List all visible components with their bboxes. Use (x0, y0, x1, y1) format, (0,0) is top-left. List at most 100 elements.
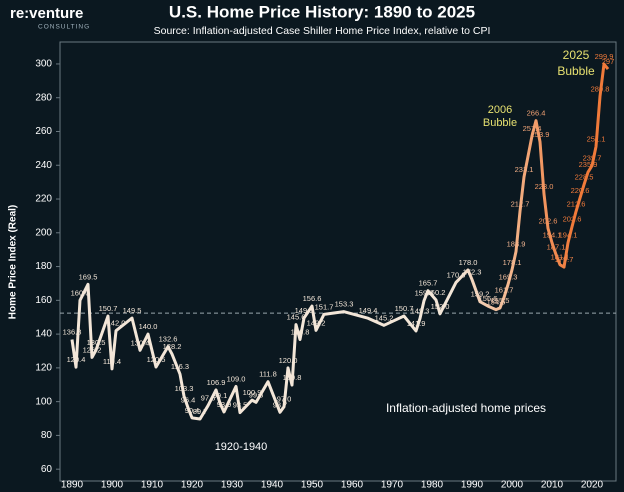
data-label: 220.6 (571, 186, 590, 195)
data-label: 155.5 (491, 296, 510, 305)
chart-title: U.S. Home Price History: 1890 to 2025 (169, 2, 475, 21)
data-label: 120.0 (279, 356, 298, 365)
data-label: 194.1 (543, 231, 562, 240)
data-label: 212.6 (567, 200, 586, 209)
data-label: 89.7 (193, 407, 208, 416)
data-label: 161.7 (495, 285, 514, 294)
data-label: 130.4 (131, 338, 150, 347)
data-label: 152.0 (431, 302, 450, 311)
data-label: 159.2 (471, 290, 490, 299)
data-label: 266.4 (527, 109, 546, 118)
y-tick-label: 100 (35, 396, 52, 407)
data-label: 119.4 (103, 357, 121, 366)
y-tick-label: 180 (35, 261, 52, 272)
data-label: 111.8 (259, 370, 277, 379)
annotation: 2025 (563, 48, 590, 62)
y-tick-label: 160 (35, 295, 52, 306)
data-label: 150.7 (99, 304, 118, 313)
data-label: 93.5 (233, 401, 248, 410)
data-label: 120.5 (147, 355, 166, 364)
data-label: 170.6 (447, 270, 466, 279)
x-tick-label: 1930 (221, 480, 244, 491)
data-label: 297 (602, 57, 615, 66)
data-label: 160.2 (427, 288, 446, 297)
x-tick-label: 1890 (61, 480, 84, 491)
y-tick-label: 80 (41, 430, 53, 441)
data-label: 120.4 (67, 355, 86, 364)
data-label: 96.4 (181, 396, 196, 405)
data-label: 130.5 (87, 338, 106, 347)
y-axis-label: Home Price Index (Real) (8, 205, 19, 319)
x-tick-label: 1970 (381, 480, 404, 491)
data-label: 233.1 (515, 165, 534, 174)
data-label: 251.1 (587, 135, 606, 144)
data-label: 159.8 (415, 289, 434, 298)
data-label: 99.6 (249, 390, 264, 399)
x-tick-label: 1990 (461, 480, 484, 491)
data-label: 103.3 (175, 384, 194, 393)
data-label: 172.3 (463, 268, 482, 277)
data-label: 194.1 (559, 231, 578, 240)
annotation: Bubble (483, 117, 517, 129)
data-label: 235.9 (579, 160, 598, 169)
y-tick-label: 240 (35, 160, 52, 171)
y-tick-label: 300 (35, 59, 52, 70)
data-label: 142.0 (107, 319, 126, 328)
annotation: 2006 (488, 104, 512, 116)
x-tick-label: 1910 (141, 480, 164, 491)
data-label: 165.7 (419, 279, 438, 288)
data-label: 149.5 (295, 306, 314, 315)
data-label: 203.6 (563, 215, 582, 224)
y-tick-label: 120 (35, 363, 52, 374)
x-tick-label: 2000 (501, 480, 524, 491)
data-label: 128.2 (163, 342, 182, 351)
data-label: 136.8 (63, 327, 82, 336)
data-label: 228.5 (575, 173, 594, 182)
logo-name: re:venture (10, 5, 83, 22)
data-label: 212.7 (511, 199, 530, 208)
data-label: 239.7 (583, 154, 602, 163)
data-label: 280.8 (591, 84, 610, 93)
price-line (70, 62, 610, 421)
data-label: 160.0 (71, 288, 90, 297)
data-label: 90.4 (185, 406, 200, 415)
data-label: 156.6 (303, 294, 322, 303)
data-label: 100.9 (243, 388, 262, 397)
data-label: 126.2 (83, 345, 102, 354)
data-label: 93.9 (217, 400, 232, 409)
data-label: 109.0 (227, 374, 246, 383)
data-label: 181.1 (551, 253, 570, 262)
data-label: 149.5 (123, 306, 142, 315)
data-label: 140.0 (139, 322, 158, 331)
y-tick-label: 200 (35, 227, 52, 238)
data-label: 99.1 (213, 391, 228, 400)
y-tick-label: 220 (35, 194, 52, 205)
data-label: 151.7 (315, 302, 334, 311)
annotation: Inflation-adjusted home prices (386, 401, 546, 415)
data-label: 109.8 (283, 373, 302, 382)
data-label: 253.9 (531, 130, 550, 139)
data-label: 116.3 (171, 362, 189, 371)
x-tick-label: 1960 (341, 480, 364, 491)
data-label: 178.0 (459, 258, 478, 267)
x-tick-label: 2010 (541, 480, 564, 491)
x-tick-label: 1900 (101, 480, 124, 491)
data-label: 187.1 (547, 243, 566, 252)
data-label: 93.7 (273, 400, 288, 409)
data-label: 257.4 (523, 124, 542, 133)
data-label: 169.5 (79, 272, 98, 281)
data-label: 97.0 (277, 395, 292, 404)
x-tick-label: 1940 (261, 480, 284, 491)
data-label: 153.3 (335, 300, 354, 309)
data-label: 145.6 (287, 313, 306, 322)
x-tick-label: 1950 (301, 480, 324, 491)
data-label: 145.2 (375, 313, 394, 322)
data-label: 156.6 (479, 294, 498, 303)
data-label: 150.7 (395, 304, 414, 313)
data-label: 299.9 (595, 52, 614, 61)
logo-tagline: CONSULTING (38, 24, 90, 31)
data-label: 142.2 (307, 318, 326, 327)
